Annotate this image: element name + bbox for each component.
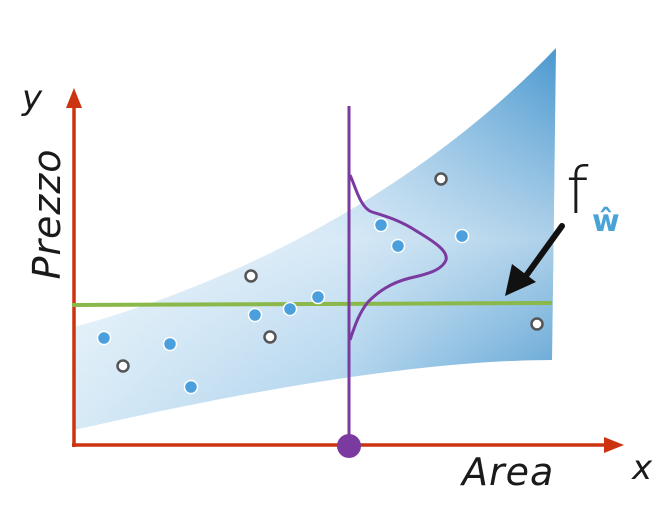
function-subscript: ŵ [592,204,620,239]
data-point [390,238,406,254]
data-point [116,359,130,373]
data-point [373,217,389,233]
pointer-arrow-shaft [520,223,565,283]
data-point [247,307,263,323]
y-axis-title: Prezzo [25,148,69,280]
y-axis-symbol: y [22,78,43,118]
data-point [244,269,258,283]
x-axis-arrowhead [604,437,624,453]
other-points [116,172,544,373]
data-point [530,317,544,331]
fit-line [71,301,553,307]
observed-points [96,217,470,395]
x-axis-title: Area [462,450,555,494]
x-axis-symbol: x [632,448,653,488]
data-point [183,379,199,395]
distribution-curve [348,174,448,341]
data-point [282,301,298,317]
pointer-arrow-head [505,264,536,296]
data-point [454,228,470,244]
data-point [434,172,448,186]
function-label: f [566,155,589,229]
data-point [96,330,112,346]
uncertainty-band-highlight [74,48,556,430]
slice-point [337,434,361,458]
data-point [310,289,326,305]
data-point [162,336,178,352]
data-point [263,330,277,344]
y-axis-arrowhead [66,88,82,108]
